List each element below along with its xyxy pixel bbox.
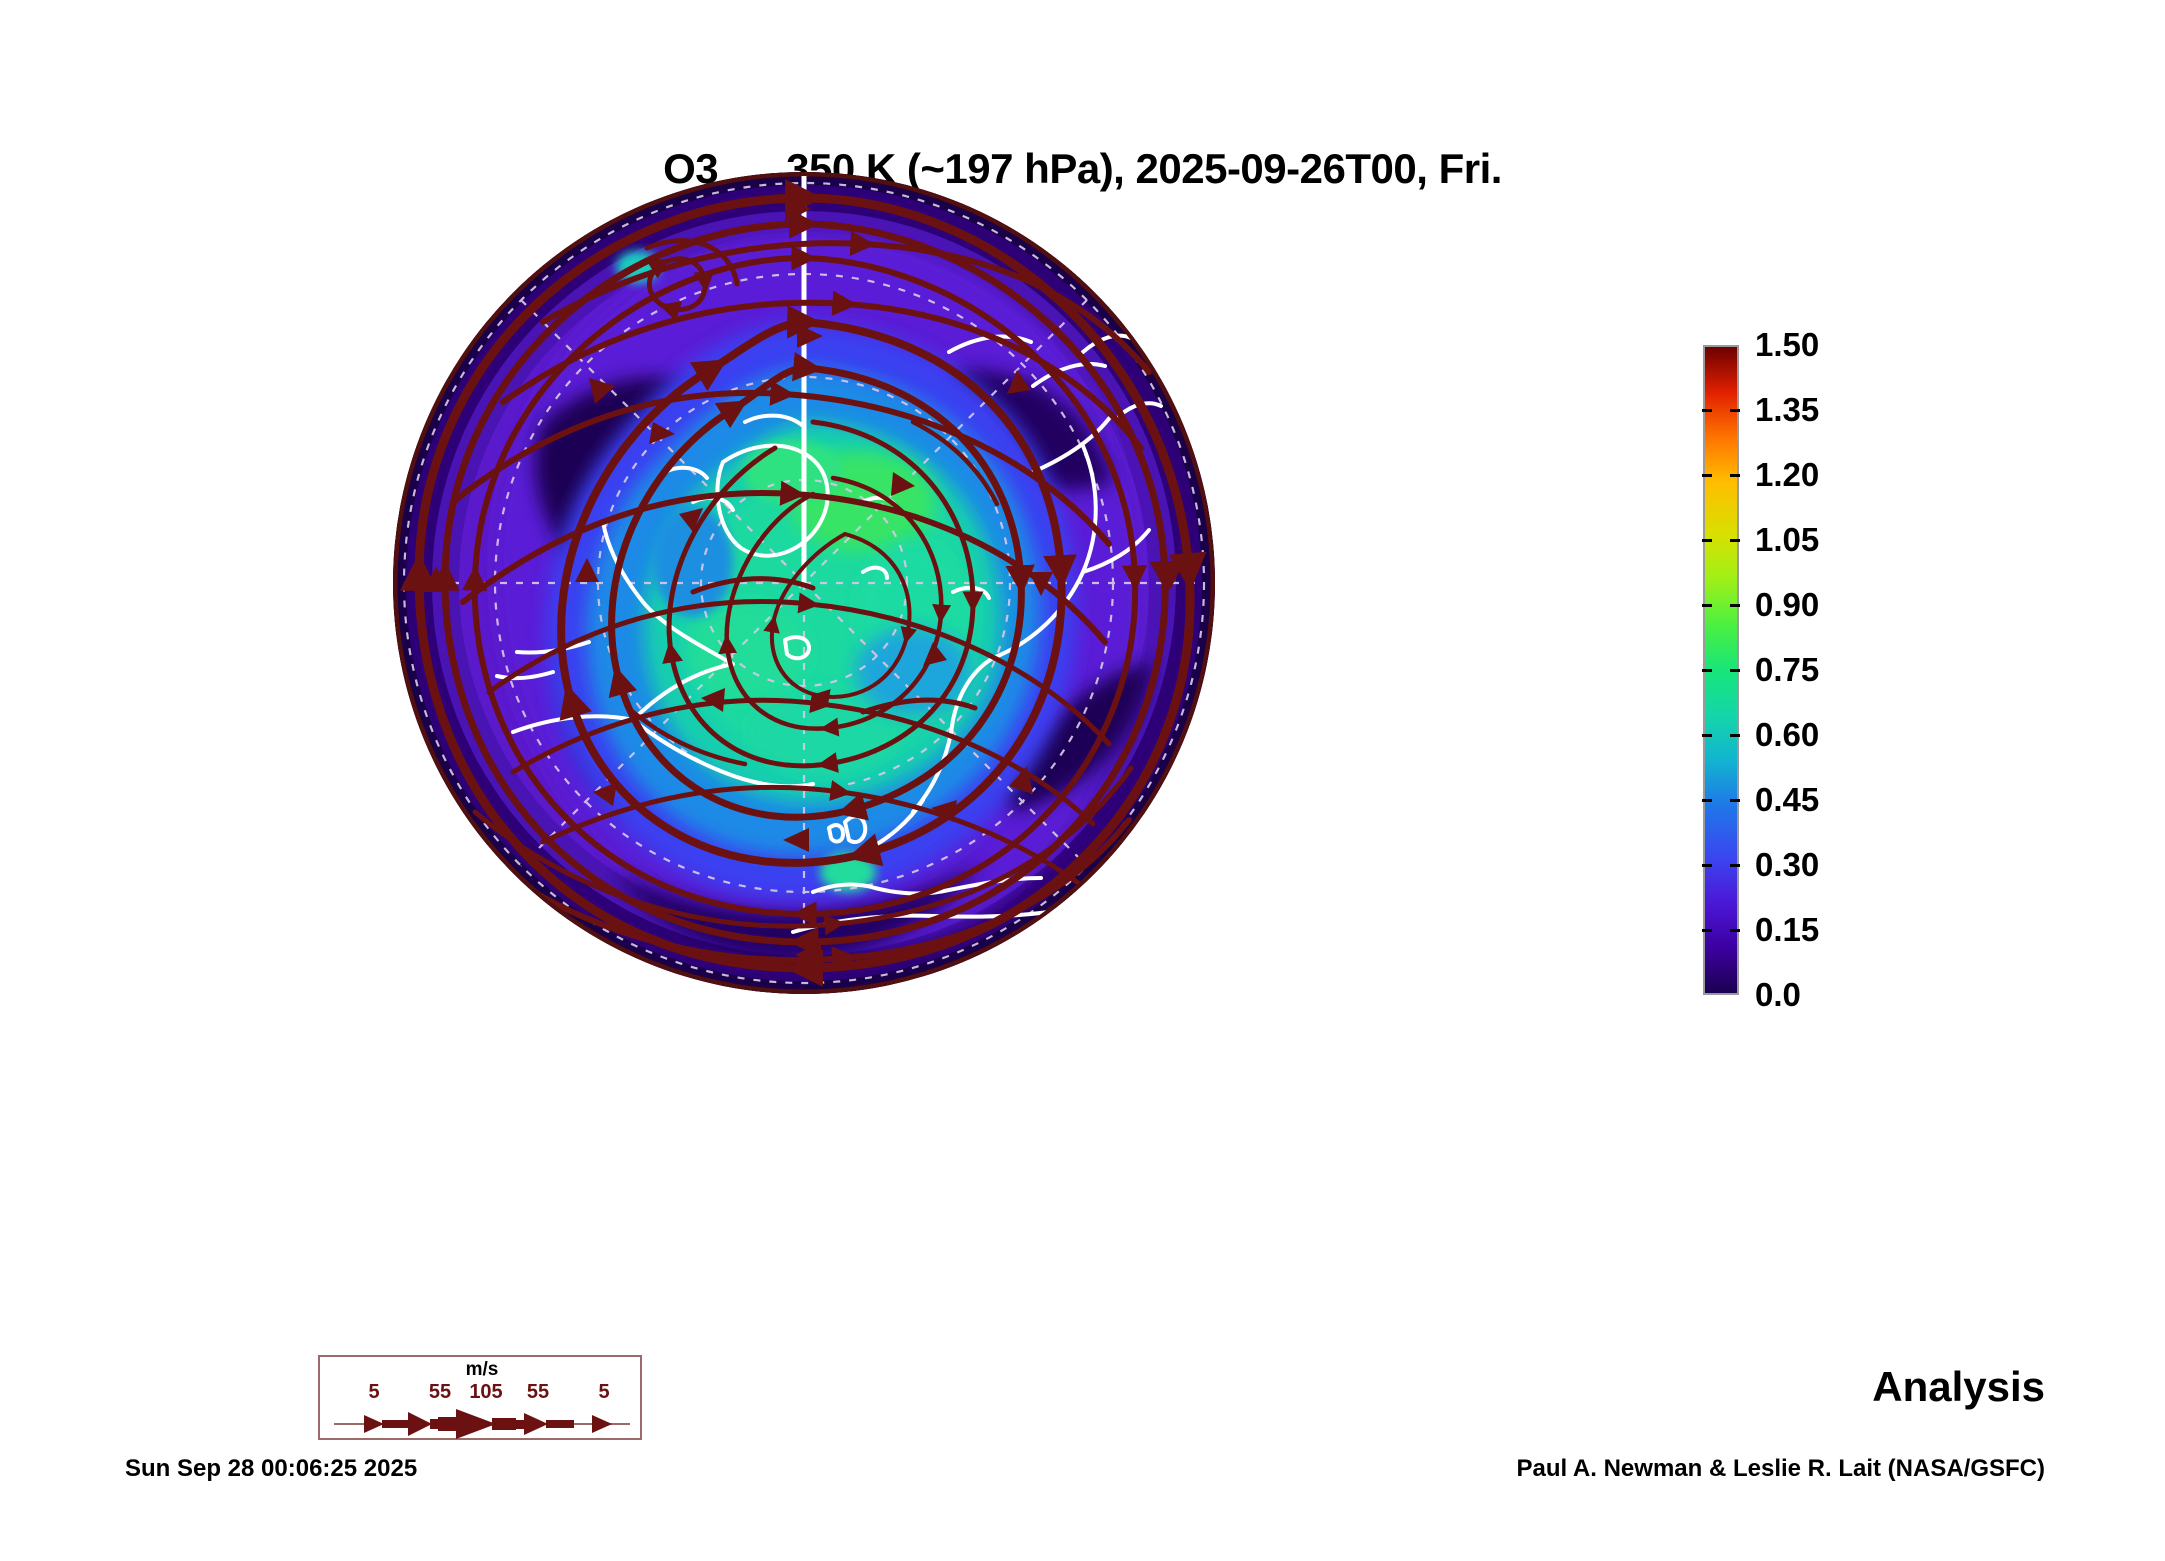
colorbar-tick-label: 0.15 bbox=[1755, 911, 1820, 948]
colorbar-tick-label: 1.20 bbox=[1755, 456, 1820, 493]
streamline-arrowheads bbox=[423, 196, 1183, 968]
wind-legend-arrows bbox=[320, 1409, 644, 1439]
globe-disc bbox=[393, 172, 1215, 994]
colorbar-tick-label: 1.50 bbox=[1755, 326, 1820, 363]
wind-legend-unit: m/s bbox=[465, 1359, 499, 1380]
colorbar-tick-label: 0.30 bbox=[1755, 846, 1820, 883]
map-canvas bbox=[393, 172, 1215, 994]
colorbar[interactable]: 1.50 1.35 1.20 1.05 0.90 0.75 0.60 0.45 0.30 0.15… bbox=[1702, 326, 1819, 1013]
wind-legend-value: 55 bbox=[526, 1381, 550, 1403]
colorbar-tick-label: 0.45 bbox=[1755, 781, 1820, 818]
colorbar-tick-label: 0.75 bbox=[1755, 651, 1820, 688]
polar-map[interactable] bbox=[393, 172, 1215, 994]
wind-legend-value: 5 bbox=[368, 1381, 380, 1403]
wind-legend-value: 105 bbox=[469, 1381, 503, 1403]
wind-streamlines bbox=[419, 193, 1190, 968]
colorbar-tick-label: 1.05 bbox=[1755, 521, 1820, 558]
render-timestamp: Sun Sep 28 00:06:25 2025 bbox=[125, 1455, 418, 1482]
colorbar-tick-label: 0.60 bbox=[1755, 716, 1820, 753]
globe-outline bbox=[393, 172, 1215, 994]
colorbar-tick-label: 0.0 bbox=[1755, 976, 1801, 1013]
colorbar-ticks bbox=[1702, 345, 1740, 995]
wind-legend-value: 5 bbox=[598, 1381, 610, 1403]
wind-legend-values: 5 55 105 55 5 bbox=[320, 1381, 644, 1407]
wind-speed-legend: m/s 5 55 105 55 5 bbox=[318, 1355, 642, 1440]
colorbar-labels: 1.50 1.35 1.20 1.05 0.90 0.75 0.60 0.45 0.30 0.15… bbox=[1755, 326, 1925, 1013]
wind-legend-value: 55 bbox=[428, 1381, 452, 1403]
colorbar-tick-label: 1.35 bbox=[1755, 391, 1820, 428]
colorbar-tick-label: 0.90 bbox=[1755, 586, 1820, 623]
author-credit: Paul A. Newman & Leslie R. Lait (NASA/GS… bbox=[1516, 1455, 2045, 1482]
analysis-label: Analysis bbox=[1872, 1363, 2045, 1410]
